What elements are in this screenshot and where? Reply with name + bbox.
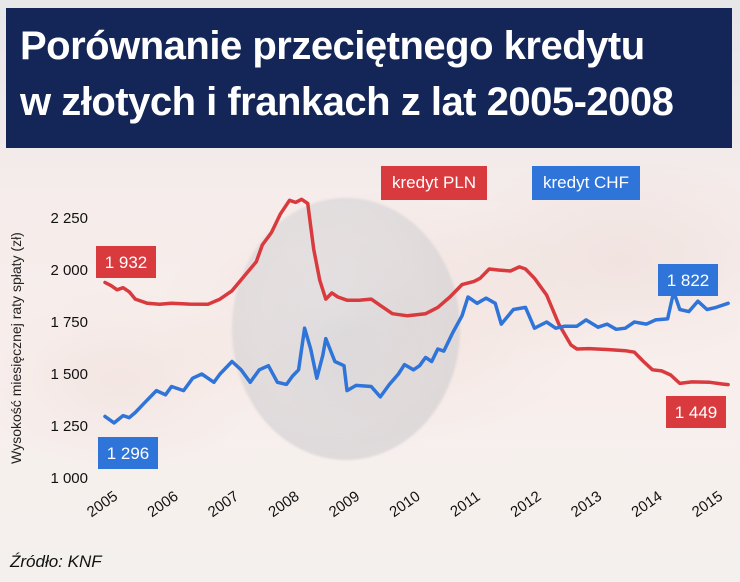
chf-last-value-label-box: [658, 264, 718, 296]
x-tick-label: 2015: [689, 488, 726, 521]
x-tick-label: 2006: [144, 488, 181, 521]
y-tick-label: 1 750: [50, 314, 88, 331]
chf-first-value-label-box: [98, 437, 158, 469]
x-tick-label: 2010: [386, 488, 423, 521]
chart-title: Porównanie przeciętnego kredytu w złotyc…: [6, 8, 732, 148]
x-tick-label: 2007: [205, 488, 242, 521]
series-line-kredyt-pln: [103, 197, 730, 387]
chf-last-value-label: 1 822: [667, 271, 710, 290]
pln-last-value-label: 1 449: [675, 403, 718, 422]
x-tick-label: 2012: [507, 488, 544, 521]
y-axis-label: Wysokość miesięcznej raty spłaty (zł): [8, 232, 24, 464]
y-tick-label: 2 250: [50, 210, 88, 227]
y-tick-label: 2 000: [50, 262, 88, 279]
y-tick-label: 1 000: [50, 470, 88, 487]
y-tick-label: 1 250: [50, 418, 88, 435]
y-tick-label: 1 500: [50, 366, 88, 383]
x-tick-label: 2011: [447, 488, 483, 520]
legend-chf: kredyt CHF: [532, 166, 640, 200]
chf-first-value-label: 1 296: [107, 444, 150, 463]
x-tick-label: 2009: [326, 488, 363, 521]
source-note: Źródło: KNF: [10, 552, 102, 571]
legend-pln: kredyt PLN: [381, 166, 488, 200]
series-line-kredyt-chf: [103, 290, 730, 425]
title-line-1: Porównanie przeciętnego kredytu: [20, 24, 645, 68]
x-tick-label: 2008: [265, 488, 302, 521]
x-tick-label: 2005: [84, 488, 121, 521]
pln-first-value-label-box: [96, 246, 156, 278]
pln-last-value-label-box: [666, 396, 726, 428]
pln-first-value-label: 1 932: [105, 253, 148, 272]
x-tick-label: 2014: [628, 488, 665, 521]
title-line-2: w złotych i frankach z lat 2005-2008: [20, 80, 674, 124]
x-tick-label: 2013: [568, 488, 605, 521]
